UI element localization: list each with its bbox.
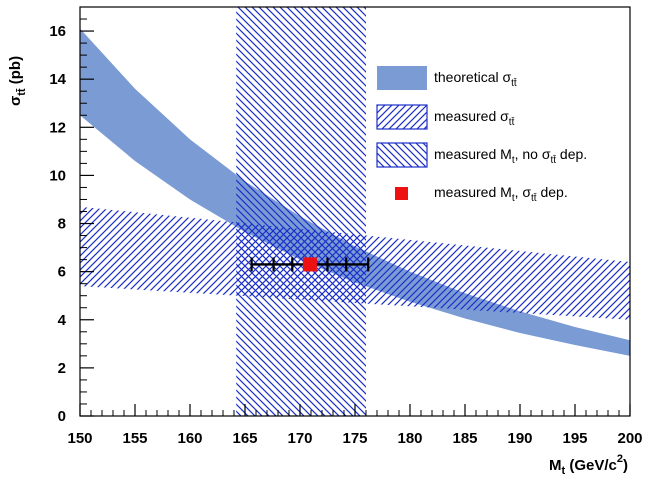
x-tick-label: 180 — [397, 430, 422, 447]
x-tick-label: 175 — [342, 430, 367, 447]
x-tick-label: 165 — [232, 430, 257, 447]
y-tick-label: 10 — [49, 167, 66, 184]
legend-label: measured σtt̄ — [434, 108, 515, 128]
legend-swatch-theory — [377, 66, 427, 90]
y-tick-label: 2 — [58, 360, 66, 377]
legend-swatch-measured-mass — [376, 142, 428, 168]
x-axis-title: Mt (GeV/c2) — [549, 453, 628, 477]
legend-swatch-measured-point — [395, 187, 408, 200]
measured-point — [302, 257, 317, 272]
y-axis-title: σtt̄ (pb) — [7, 56, 28, 106]
legend-label: theoretical σtt̄ — [434, 69, 517, 89]
y-tick-label: 14 — [49, 71, 66, 88]
legend-label: measured Mt, σtt̄ dep. — [434, 184, 568, 204]
y-tick-label: 16 — [49, 23, 66, 40]
legend-swatch-measured-xsec — [376, 104, 428, 130]
y-tick-label: 0 — [58, 408, 66, 425]
axis-ticks: 150 155 160 165 170 175 180 185 190 195 200 0 2 4 6 8 10… — [49, 6, 643, 447]
y-tick-label: 4 — [58, 312, 67, 329]
measured-mass-band — [236, 7, 366, 416]
y-tick-label: 6 — [58, 264, 66, 281]
x-tick-label: 185 — [452, 430, 477, 447]
plot-area — [80, 7, 630, 416]
x-tick-label: 170 — [287, 430, 312, 447]
theory-band — [80, 28, 630, 356]
x-tick-label: 150 — [67, 430, 92, 447]
legend-label: measured Mt, no σtt̄ dep. — [434, 146, 587, 166]
x-tick-label: 190 — [507, 430, 532, 447]
x-tick-label: 155 — [122, 430, 147, 447]
legend: theoretical σtt̄ measured σtt̄ measured Mt… — [376, 66, 587, 204]
x-tick-label: 195 — [562, 430, 587, 447]
y-tick-label: 8 — [58, 216, 66, 233]
x-tick-label: 160 — [177, 430, 202, 447]
y-tick-label: 12 — [49, 119, 66, 136]
x-tick-label: 200 — [617, 430, 642, 447]
